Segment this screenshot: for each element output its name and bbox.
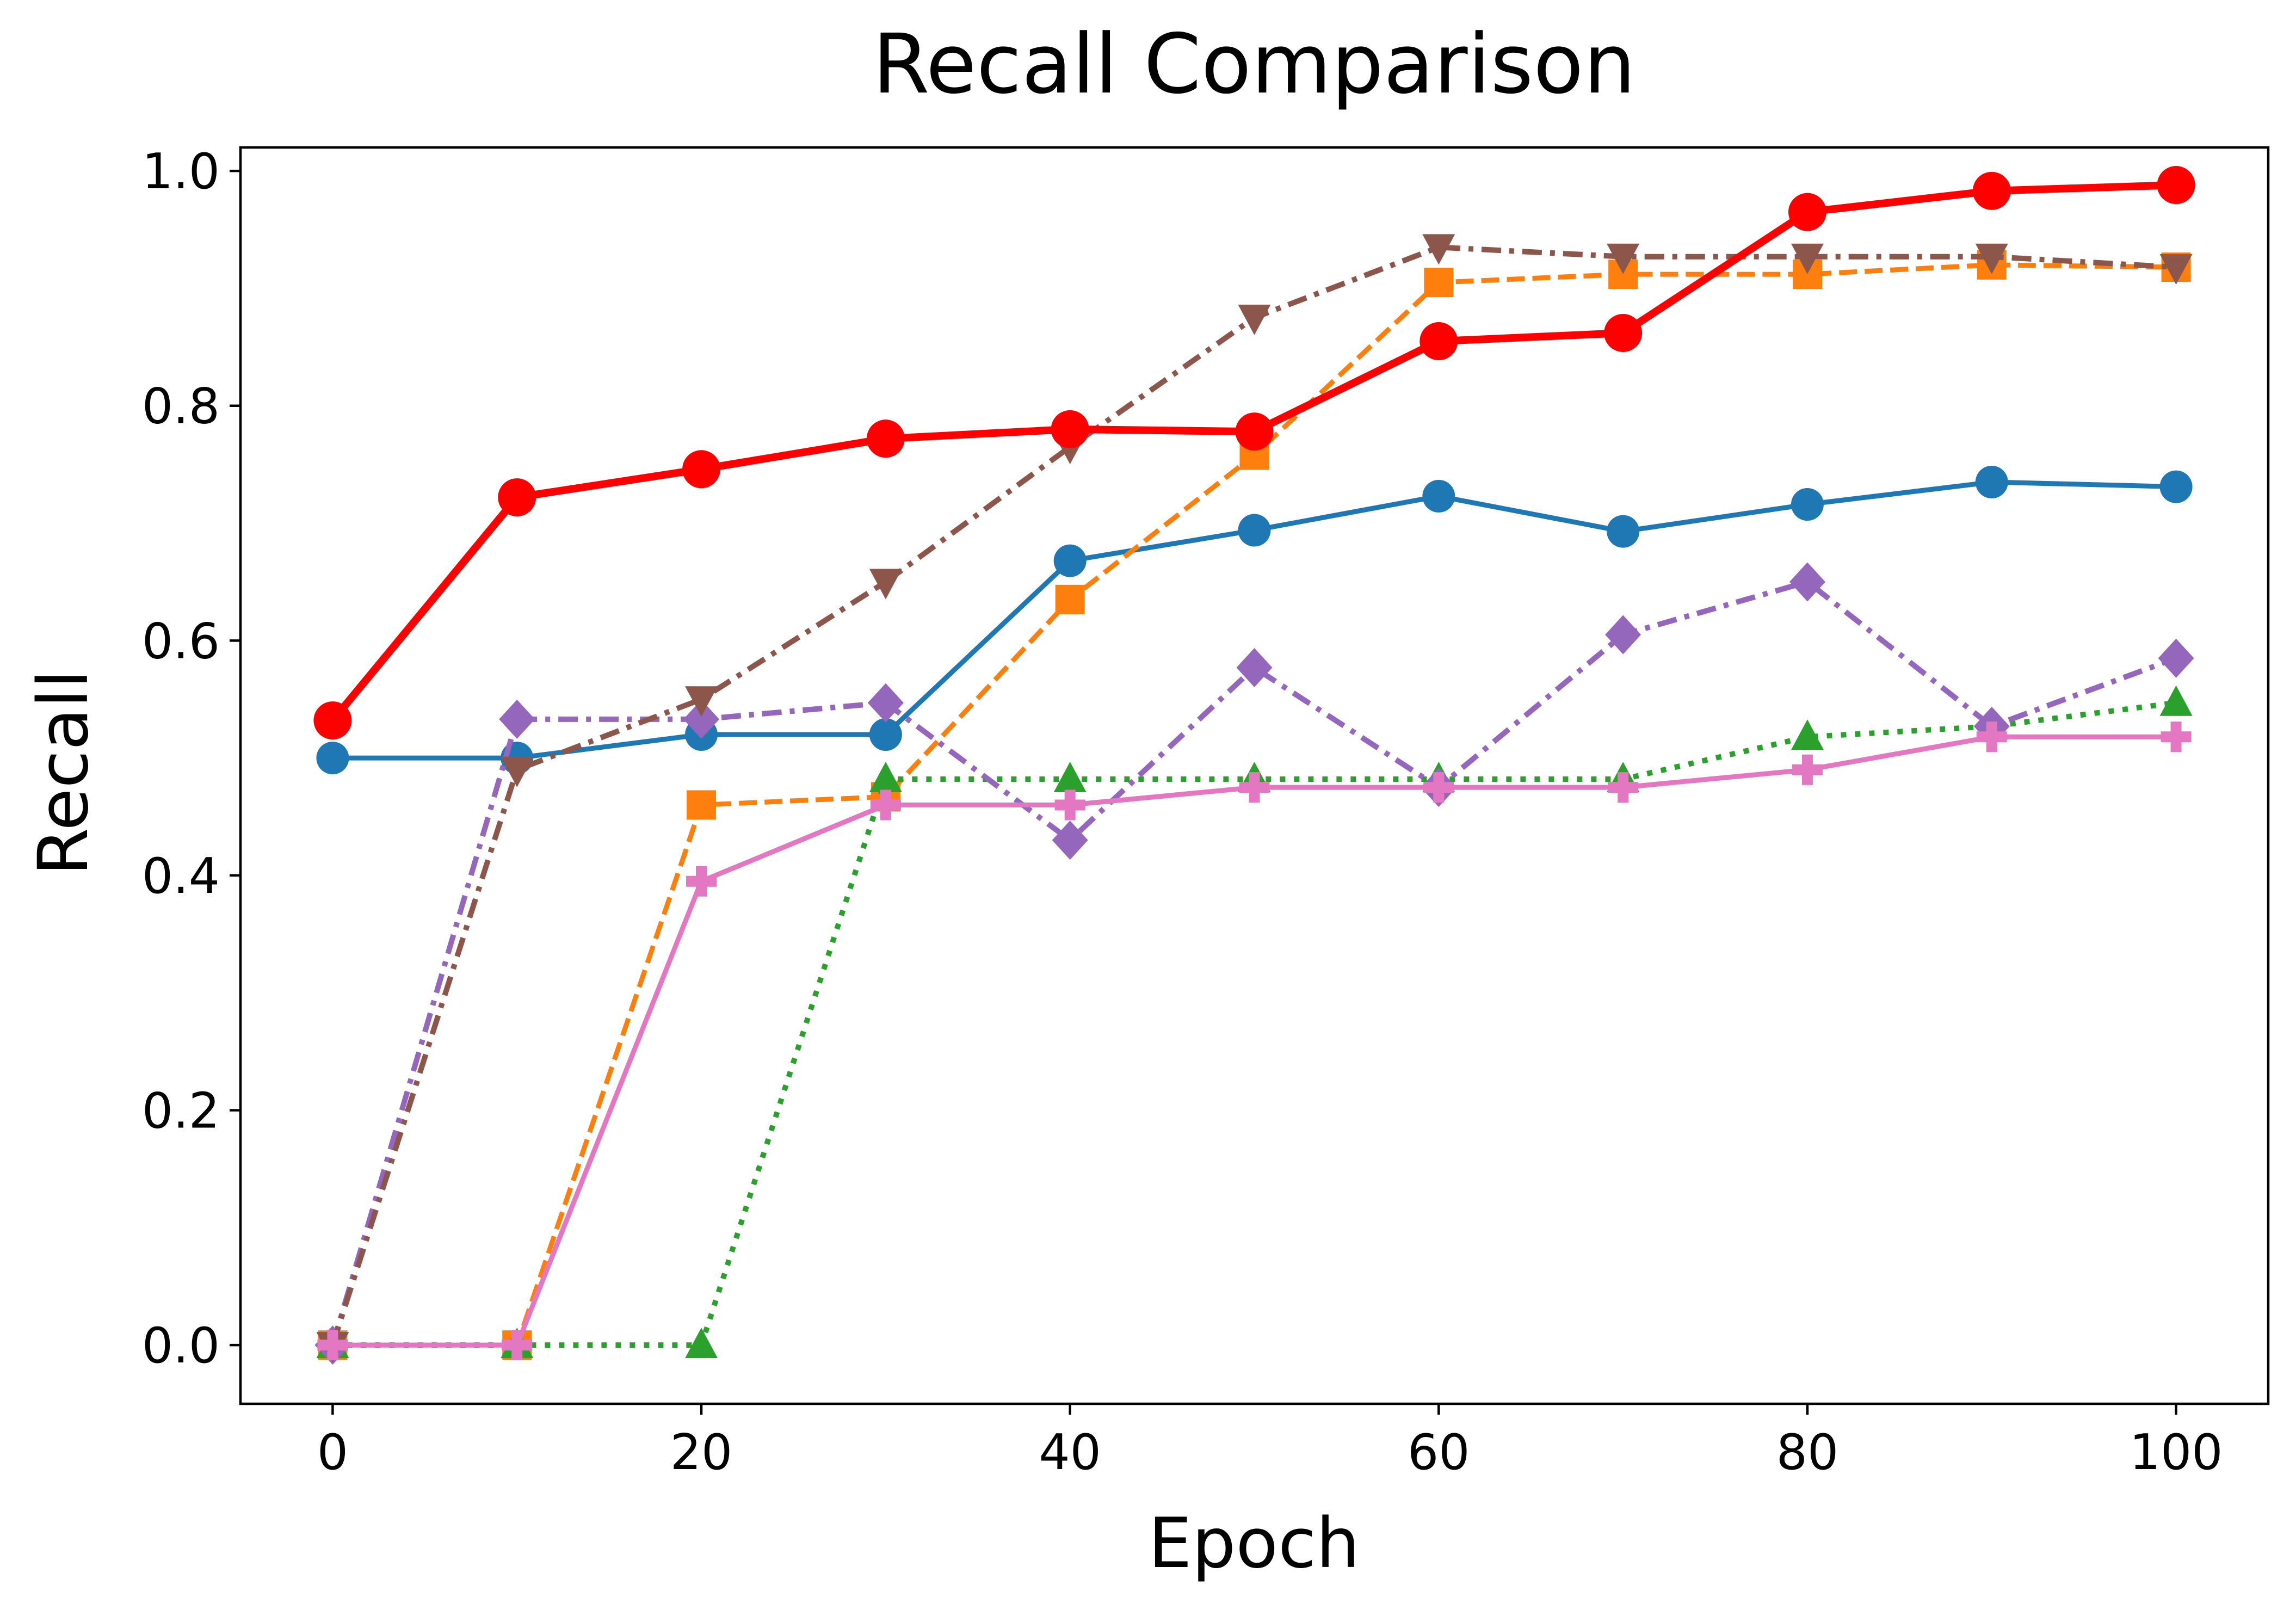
x-tick-label: 20	[670, 1424, 733, 1481]
data-point	[869, 569, 902, 600]
data-point	[1975, 243, 2008, 274]
data-point	[1424, 268, 1454, 298]
data-point	[498, 478, 536, 517]
x-tick-label: 40	[1039, 1424, 1101, 1481]
chart-title: Recall Comparison	[873, 16, 1636, 112]
x-tick-label: 60	[1408, 1424, 1470, 1481]
data-point	[2157, 166, 2195, 205]
y-axis-ticks: 0.0 0.2 0.4 0.6 0.8 1.0	[142, 143, 240, 1374]
data-point	[1423, 772, 1454, 803]
data-point	[313, 701, 352, 740]
data-point	[499, 699, 535, 739]
data-point	[1607, 243, 1640, 274]
data-point	[2159, 254, 2193, 285]
series-6	[313, 166, 2195, 740]
data-point	[501, 756, 534, 787]
data-point	[1976, 721, 2007, 752]
y-tick-label: 0.6	[142, 613, 220, 670]
y-tick-label: 0.0	[142, 1317, 220, 1374]
data-point	[317, 1330, 348, 1361]
x-tick-label: 0	[317, 1424, 348, 1481]
series-layer	[313, 166, 2195, 1365]
series-3	[314, 562, 2194, 1365]
data-point	[1605, 615, 1641, 655]
data-point	[1791, 719, 1824, 750]
data-point	[1238, 304, 1271, 335]
data-point	[1053, 544, 1087, 577]
data-point	[869, 718, 902, 751]
data-point	[1972, 171, 2011, 210]
data-point	[682, 450, 721, 489]
series-0	[316, 466, 2193, 775]
data-point	[316, 742, 349, 775]
data-point	[1604, 313, 1643, 352]
data-point	[502, 1330, 533, 1361]
series-line	[330, 579, 2177, 1346]
y-tick-label: 0.2	[142, 1083, 220, 1140]
series-5	[317, 721, 2192, 1361]
x-axis-ticks: 0 20 40 60 80 100	[317, 1404, 2223, 1481]
data-point	[2159, 470, 2193, 503]
data-point	[870, 789, 901, 821]
data-point	[1607, 515, 1640, 548]
data-point	[1422, 479, 1455, 513]
data-point	[1791, 243, 1824, 274]
x-axis-label: Epoch	[1149, 1503, 1360, 1583]
data-point	[1422, 234, 1455, 265]
x-tick-label: 100	[2130, 1424, 2223, 1481]
y-tick-label: 0.4	[142, 848, 220, 905]
data-point	[1055, 584, 1085, 614]
x-tick-label: 80	[1776, 1424, 1839, 1481]
data-point	[866, 420, 905, 458]
data-point	[2158, 638, 2194, 678]
data-point	[1052, 821, 1088, 860]
data-point	[1239, 772, 1270, 803]
data-point	[1791, 488, 1824, 521]
data-point	[1238, 514, 1271, 547]
data-point	[1051, 410, 1089, 448]
data-point	[2159, 685, 2193, 716]
data-point	[1419, 322, 1458, 361]
y-tick-label: 0.8	[142, 378, 220, 435]
series-line	[332, 734, 2176, 1348]
data-point	[685, 686, 718, 717]
data-point	[1975, 466, 2008, 499]
data-point	[1608, 772, 1639, 803]
data-point	[869, 761, 902, 792]
y-axis-label: Recall	[23, 670, 103, 876]
data-point	[686, 866, 717, 897]
data-point	[1053, 761, 1087, 792]
data-point	[2161, 721, 2192, 752]
data-point	[1789, 562, 1825, 602]
data-point	[1054, 789, 1085, 821]
data-point	[867, 683, 904, 723]
data-point	[1235, 412, 1274, 451]
data-point	[1788, 193, 1826, 231]
y-tick-label: 1.0	[142, 143, 220, 200]
data-point	[1236, 647, 1273, 687]
data-point	[1792, 754, 1823, 785]
data-point	[685, 1328, 718, 1359]
data-point	[683, 699, 720, 739]
plot-frame	[239, 146, 2270, 1405]
data-point	[687, 790, 717, 820]
